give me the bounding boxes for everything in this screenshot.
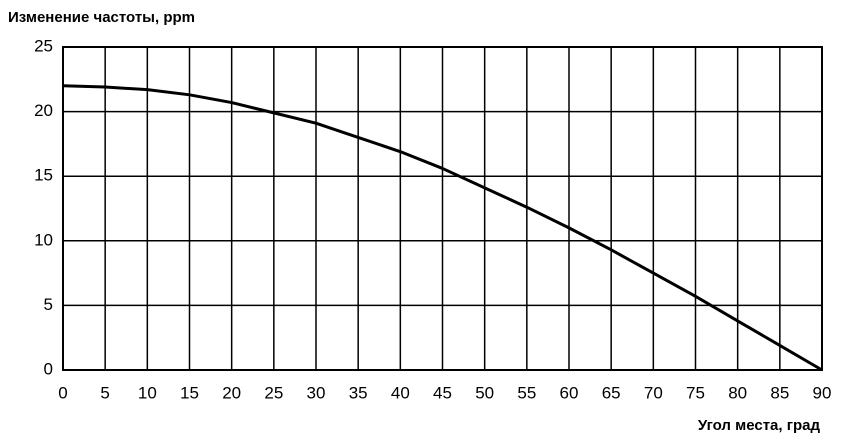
x-tick-label: 10 — [138, 383, 157, 402]
x-tick-label: 60 — [560, 383, 579, 402]
y-tick-label: 15 — [34, 166, 53, 185]
y-tick-label: 10 — [34, 230, 53, 249]
x-tick-label: 15 — [180, 383, 199, 402]
x-tick-label: 70 — [644, 383, 663, 402]
x-tick-label: 40 — [391, 383, 410, 402]
x-tick-label: 25 — [264, 383, 283, 402]
x-tick-label: 85 — [770, 383, 789, 402]
x-tick-label: 65 — [602, 383, 621, 402]
data-line — [62, 84, 823, 372]
x-tick-label: 75 — [686, 383, 705, 402]
y-tick-label: 0 — [44, 359, 53, 378]
x-tick-label: 20 — [222, 383, 241, 402]
chart-title: Изменение частоты, ppm — [8, 9, 195, 26]
y-tick-label: 25 — [34, 36, 53, 55]
x-tick-label: 30 — [307, 383, 326, 402]
x-tick-label: 0 — [58, 383, 67, 402]
plot-frame — [62, 46, 823, 371]
x-tick-label: 50 — [475, 383, 494, 402]
x-tick-label: 90 — [813, 383, 832, 402]
x-tick-label: 5 — [100, 383, 109, 402]
y-tick-label: 5 — [44, 295, 53, 314]
y-tick-label: 20 — [34, 101, 53, 120]
x-tick-label: 80 — [728, 383, 747, 402]
x-axis-label: Угол места, град — [698, 417, 821, 434]
x-tick-label: 55 — [517, 383, 536, 402]
x-tick-label: 35 — [349, 383, 368, 402]
x-tick-label: 45 — [433, 383, 452, 402]
